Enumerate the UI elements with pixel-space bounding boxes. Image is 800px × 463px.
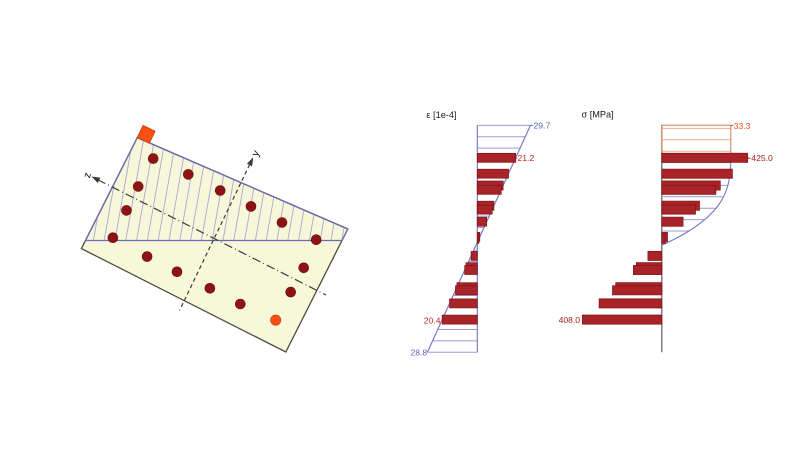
svg-text:29.7: 29.7 [534, 121, 551, 131]
svg-text:z: z [81, 171, 94, 179]
svg-text:28.8: 28.8 [410, 348, 427, 358]
svg-text:33.3: 33.3 [734, 121, 751, 131]
svg-text:σ [MPa]: σ [MPa] [582, 110, 614, 120]
svg-text:20.4: 20.4 [424, 315, 441, 325]
svg-text:21.2: 21.2 [518, 153, 535, 163]
svg-text:408.0: 408.0 [559, 315, 581, 325]
svg-text:ε [1e-4]: ε [1e-4] [426, 110, 456, 120]
svg-text:y: y [249, 148, 262, 159]
svg-text:425.0: 425.0 [751, 153, 773, 163]
